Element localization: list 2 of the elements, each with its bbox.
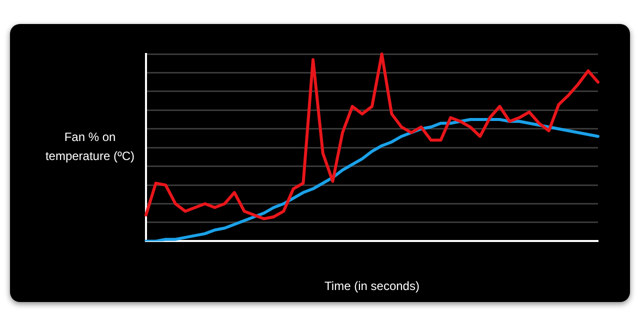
x-axis-title: Time (in seconds)	[324, 279, 420, 294]
y-axis-title: Fan % on temperature (ºC)	[44, 129, 136, 165]
